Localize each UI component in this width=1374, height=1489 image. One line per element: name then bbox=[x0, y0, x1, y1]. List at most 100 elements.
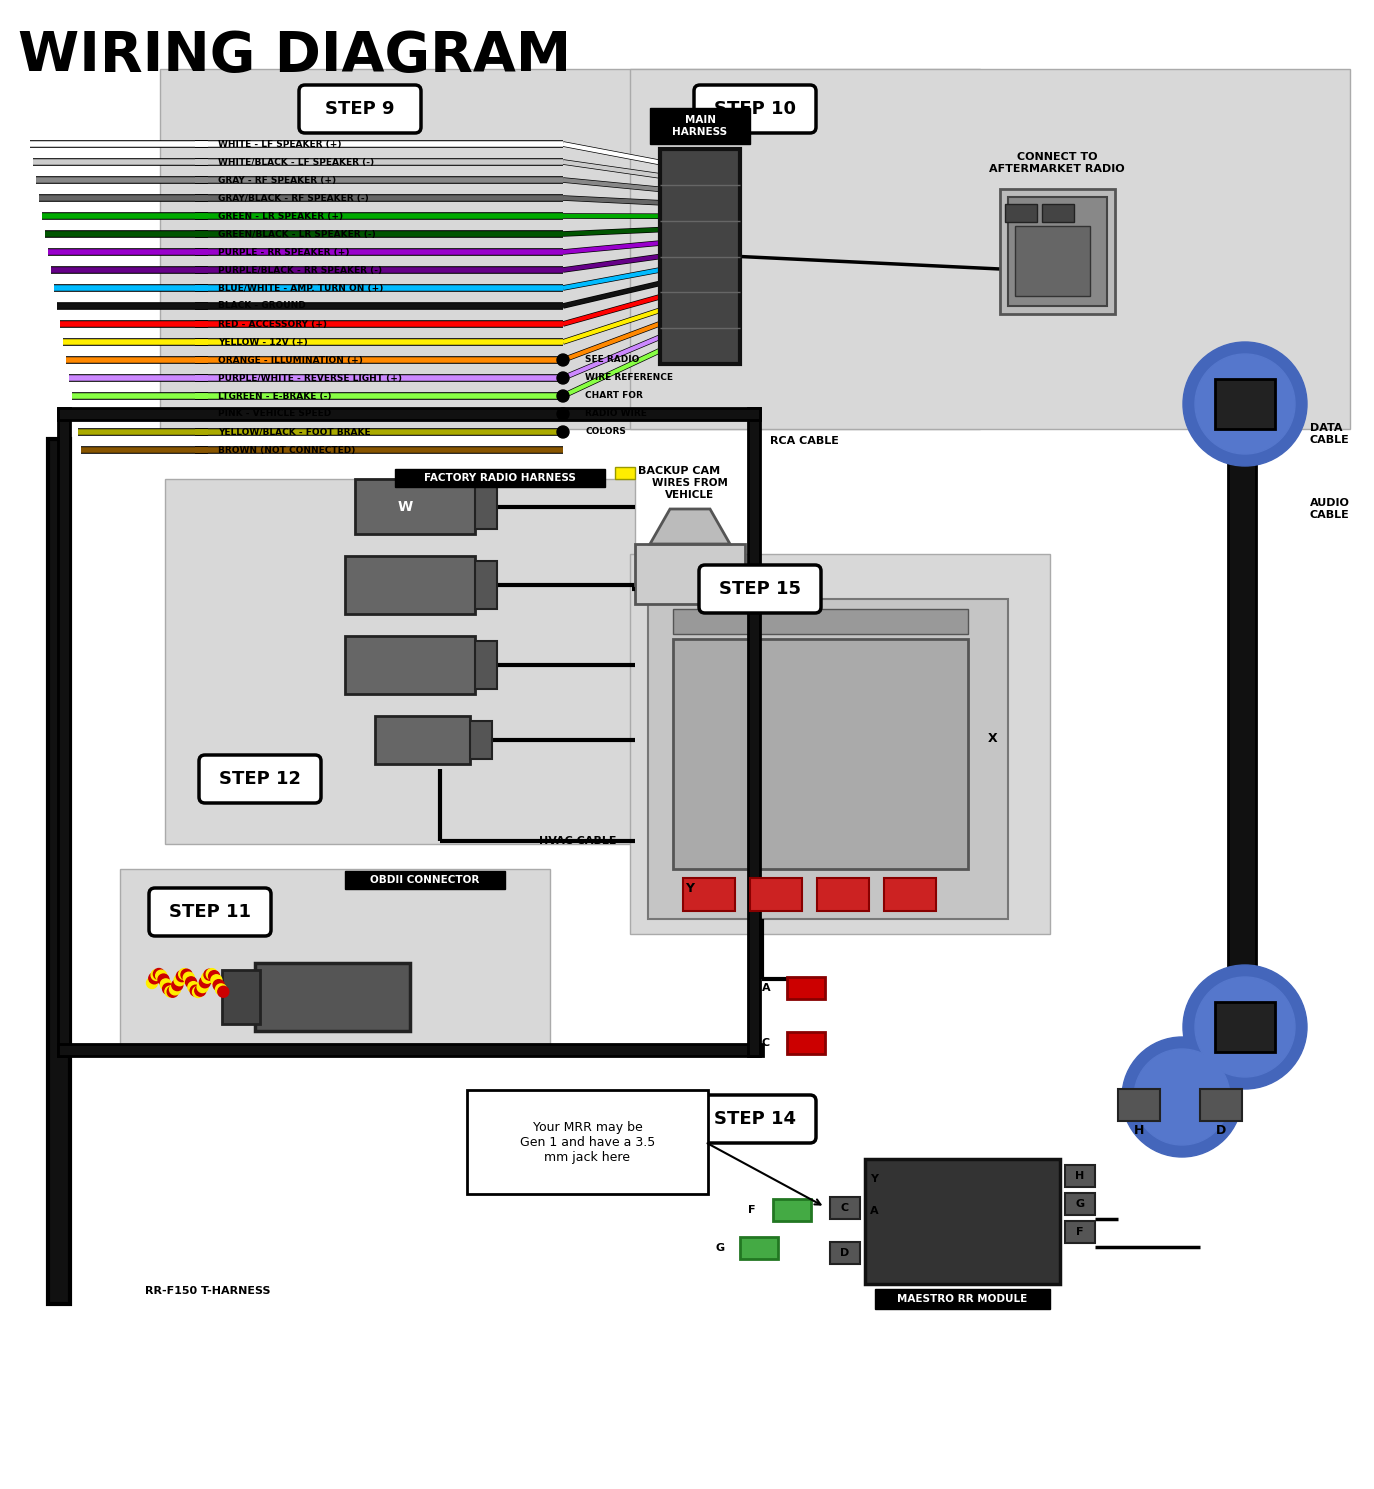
Bar bbox=[1004, 204, 1037, 222]
Text: BROWN (NOT CONNECTED): BROWN (NOT CONNECTED) bbox=[218, 445, 356, 454]
Polygon shape bbox=[650, 509, 730, 543]
Text: GRAY - RF SPEAKER (+): GRAY - RF SPEAKER (+) bbox=[218, 176, 337, 185]
Circle shape bbox=[174, 975, 185, 986]
Bar bbox=[1215, 1002, 1275, 1053]
Bar bbox=[120, 870, 550, 1044]
FancyBboxPatch shape bbox=[699, 564, 822, 613]
Circle shape bbox=[1195, 977, 1296, 1077]
Bar bbox=[1041, 204, 1074, 222]
Bar bbox=[649, 599, 1009, 919]
Bar bbox=[830, 1197, 860, 1219]
Circle shape bbox=[161, 978, 172, 990]
Text: Y: Y bbox=[870, 1173, 878, 1184]
Bar bbox=[631, 68, 1351, 429]
Text: G: G bbox=[714, 1243, 724, 1254]
Bar bbox=[787, 1032, 824, 1054]
Circle shape bbox=[179, 969, 190, 980]
Text: YELLOW/BLACK - FOOT BRAKE: YELLOW/BLACK - FOOT BRAKE bbox=[218, 427, 371, 436]
Text: STEP 12: STEP 12 bbox=[218, 770, 301, 788]
Bar bbox=[1015, 226, 1090, 296]
Circle shape bbox=[195, 986, 206, 996]
FancyBboxPatch shape bbox=[199, 755, 322, 803]
Bar bbox=[673, 609, 969, 634]
Text: WIRE REFERENCE: WIRE REFERENCE bbox=[585, 374, 673, 383]
Text: BLUE/WHITE - AMP. TURN ON (+): BLUE/WHITE - AMP. TURN ON (+) bbox=[218, 283, 383, 292]
Bar bbox=[475, 484, 497, 529]
Text: D: D bbox=[1216, 1124, 1226, 1138]
Text: STEP 11: STEP 11 bbox=[169, 902, 251, 922]
Bar bbox=[1118, 1088, 1160, 1121]
Text: GREEN - LR SPEAKER (+): GREEN - LR SPEAKER (+) bbox=[218, 211, 344, 220]
Bar bbox=[631, 554, 1050, 934]
Circle shape bbox=[165, 986, 176, 998]
Bar bbox=[741, 1237, 778, 1260]
Bar bbox=[475, 640, 497, 689]
Text: STEP 14: STEP 14 bbox=[714, 1109, 796, 1129]
Bar bbox=[673, 639, 969, 870]
Text: LTGREEN - E-BRAKE (-): LTGREEN - E-BRAKE (-) bbox=[218, 392, 331, 401]
Text: PURPLE/BLACK - RR SPEAKER (-): PURPLE/BLACK - RR SPEAKER (-) bbox=[218, 265, 382, 274]
Bar bbox=[223, 969, 260, 1024]
Bar bbox=[1065, 1164, 1095, 1187]
Bar bbox=[345, 555, 475, 613]
Circle shape bbox=[185, 977, 196, 987]
Circle shape bbox=[556, 372, 569, 384]
FancyBboxPatch shape bbox=[467, 1090, 708, 1194]
Text: F: F bbox=[1076, 1227, 1084, 1237]
Bar bbox=[774, 1199, 811, 1221]
Circle shape bbox=[1183, 965, 1307, 1088]
Text: W: W bbox=[397, 500, 412, 514]
Text: COLORS: COLORS bbox=[585, 427, 627, 436]
Bar bbox=[345, 871, 506, 889]
Bar bbox=[48, 439, 70, 1304]
Bar bbox=[875, 1289, 1050, 1309]
Bar bbox=[750, 879, 802, 911]
Circle shape bbox=[1183, 342, 1307, 466]
Text: WIRING DIAGRAM: WIRING DIAGRAM bbox=[18, 28, 572, 83]
Text: RADIO WIRE: RADIO WIRE bbox=[585, 409, 647, 418]
Circle shape bbox=[190, 986, 201, 996]
Circle shape bbox=[556, 426, 569, 438]
Text: RR-F150 T-HARNESS: RR-F150 T-HARNESS bbox=[146, 1286, 271, 1295]
Circle shape bbox=[556, 354, 569, 366]
Text: FACTORY RADIO HARNESS: FACTORY RADIO HARNESS bbox=[425, 474, 576, 482]
Circle shape bbox=[181, 969, 192, 980]
Bar bbox=[1228, 427, 1256, 1027]
Bar bbox=[1009, 197, 1107, 307]
Circle shape bbox=[148, 972, 159, 984]
Circle shape bbox=[172, 980, 183, 990]
Circle shape bbox=[209, 971, 220, 981]
Circle shape bbox=[213, 980, 224, 990]
Text: OBDII CONNECTOR: OBDII CONNECTOR bbox=[371, 876, 480, 884]
Text: F: F bbox=[747, 1205, 756, 1215]
Text: H: H bbox=[1076, 1170, 1084, 1181]
Text: PURPLE/WHITE - REVERSE LIGHT (+): PURPLE/WHITE - REVERSE LIGHT (+) bbox=[218, 374, 403, 383]
Circle shape bbox=[168, 986, 179, 998]
Text: HVAC CABLE: HVAC CABLE bbox=[539, 835, 617, 846]
Bar bbox=[1215, 380, 1275, 429]
Bar bbox=[660, 149, 741, 363]
Bar bbox=[635, 543, 745, 605]
Bar bbox=[818, 879, 868, 911]
Text: PINK - VEHICLE SPEED: PINK - VEHICLE SPEED bbox=[218, 409, 331, 418]
Text: RCA CABLE: RCA CABLE bbox=[769, 436, 840, 447]
Text: RED - ACCESSORY (+): RED - ACCESSORY (+) bbox=[218, 320, 327, 329]
Text: Your MRR may be
Gen 1 and have a 3.5
mm jack here: Your MRR may be Gen 1 and have a 3.5 mm … bbox=[519, 1121, 655, 1163]
FancyBboxPatch shape bbox=[694, 1094, 816, 1144]
Text: CONNECT TO
AFTERMARKET RADIO: CONNECT TO AFTERMARKET RADIO bbox=[989, 152, 1125, 174]
Text: H: H bbox=[1134, 1124, 1145, 1138]
Circle shape bbox=[154, 968, 165, 980]
Bar bbox=[58, 408, 70, 1056]
Bar bbox=[375, 716, 470, 764]
Text: BLACK - GROUND: BLACK - GROUND bbox=[218, 301, 306, 311]
FancyBboxPatch shape bbox=[694, 85, 816, 133]
Circle shape bbox=[210, 975, 221, 986]
Bar bbox=[475, 561, 497, 609]
Circle shape bbox=[218, 986, 229, 998]
Circle shape bbox=[196, 981, 207, 993]
Circle shape bbox=[192, 987, 203, 998]
Text: CHART FOR: CHART FOR bbox=[585, 392, 643, 401]
Bar bbox=[256, 963, 409, 1030]
Bar bbox=[650, 109, 750, 144]
Text: MAIN
HARNESS: MAIN HARNESS bbox=[672, 115, 728, 137]
